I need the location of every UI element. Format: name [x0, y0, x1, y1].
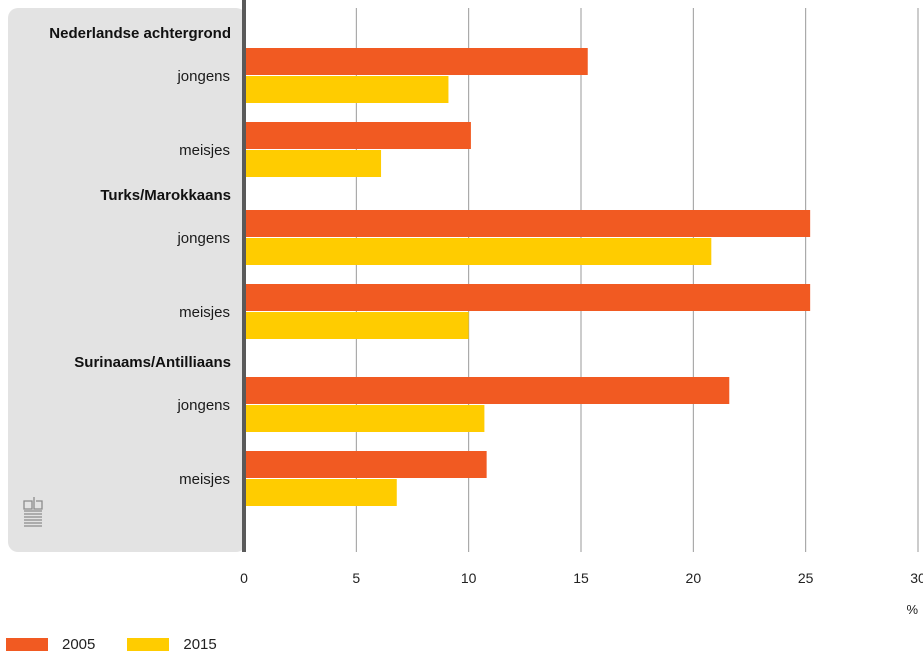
category-label: jongens	[176, 68, 230, 85]
category-label: jongens	[176, 397, 230, 414]
category-label: jongens	[176, 230, 230, 247]
bar-2015	[246, 76, 449, 103]
category-label: meisjes	[179, 304, 230, 321]
bar-2005	[246, 210, 811, 237]
cbs-logo-icon	[23, 497, 43, 527]
bar-2005	[246, 122, 471, 149]
bar-2015	[246, 405, 485, 432]
category-label: meisjes	[179, 142, 230, 159]
bar-2015	[246, 479, 397, 506]
x-tick-label: 30	[910, 570, 923, 586]
x-unit-label: %	[906, 602, 918, 617]
legend: 2005 2015	[6, 636, 249, 653]
x-tick-label: 5	[352, 570, 360, 586]
x-tick-label: 15	[573, 570, 589, 586]
category-label: meisjes	[179, 471, 230, 488]
bar-2015	[246, 312, 469, 339]
label-panel	[8, 8, 246, 552]
group-label: Surinaams/Antilliaans	[74, 354, 231, 371]
bar-chart: 0 5 10 15 20 25 30% Nederlandse achtergrond jong…	[8, 0, 923, 617]
bar-2005	[246, 451, 487, 478]
legend-swatch-2005	[6, 638, 48, 651]
legend-label-2005: 2005	[62, 636, 96, 653]
x-tick-label: 0	[240, 570, 248, 586]
legend-label-2015: 2015	[183, 636, 217, 653]
x-tick-label: 10	[461, 570, 477, 586]
group-label: Nederlandse achtergrond	[49, 25, 231, 42]
legend-item-2015: 2015	[127, 636, 217, 653]
bar-2005	[246, 377, 730, 404]
group-label: Turks/Marokkaans	[100, 187, 231, 204]
x-tick-label: 25	[798, 570, 814, 586]
bar-2005	[246, 284, 811, 311]
legend-item-2005: 2005	[6, 636, 95, 653]
legend-swatch-2015	[127, 638, 170, 651]
bar-2005	[246, 48, 588, 75]
bar-2015	[246, 238, 712, 265]
bar-2015	[246, 150, 382, 177]
x-tick-label: 20	[686, 570, 702, 586]
